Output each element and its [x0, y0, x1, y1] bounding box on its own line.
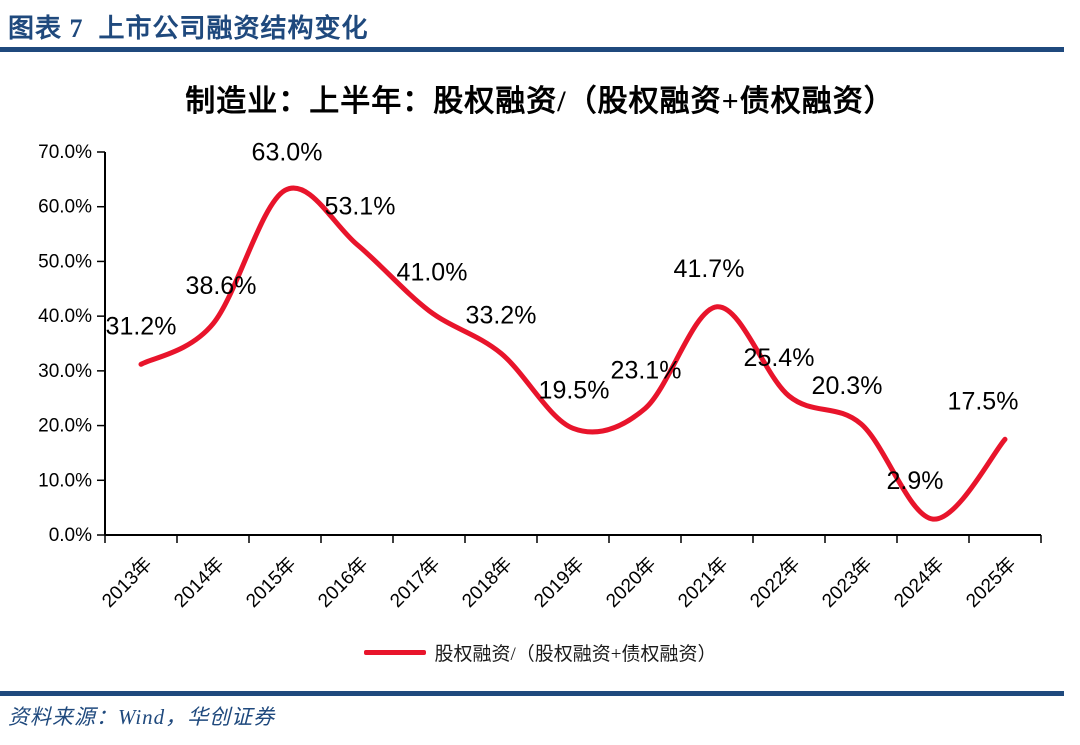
- footer-divider: [0, 691, 1064, 696]
- header-divider: [0, 47, 1064, 52]
- data-label: 20.3%: [812, 372, 883, 400]
- y-axis-tick-label: 40.0%: [38, 306, 92, 327]
- data-label: 23.1%: [611, 357, 682, 385]
- x-axis-tick-label: 2018年: [458, 553, 517, 612]
- y-axis-tick-label: 30.0%: [38, 361, 92, 382]
- x-axis-tick-label: 2016年: [314, 553, 373, 612]
- x-axis-tick-label: 2017年: [386, 553, 445, 612]
- legend: 股权融资/（股权融资+债权融资）: [0, 636, 1080, 668]
- x-axis-tick-label: 2021年: [674, 553, 733, 612]
- x-axis-tick-label: 2025年: [962, 553, 1021, 612]
- data-label: 53.1%: [325, 192, 396, 220]
- x-axis-tick-label: 2022年: [746, 553, 805, 612]
- y-axis-tick-label: 20.0%: [38, 416, 92, 437]
- legend-label: 股权融资/（股权融资+债权融资）: [434, 643, 717, 665]
- data-label: 41.0%: [397, 259, 468, 287]
- y-axis-tick-label: 10.0%: [38, 470, 92, 491]
- source-note: 资料来源：Wind，华创证券: [8, 705, 276, 729]
- x-axis-tick-label: 2013年: [98, 553, 157, 612]
- y-axis-tick-label: 0.0%: [49, 525, 92, 546]
- data-label: 33.2%: [466, 301, 537, 329]
- data-label: 31.2%: [106, 312, 177, 340]
- data-label: 2.9%: [887, 467, 944, 495]
- x-axis-tick-label: 2024年: [890, 553, 949, 612]
- x-axis-tick-label: 2023年: [818, 553, 877, 612]
- x-axis-tick-label: 2020年: [602, 553, 661, 612]
- data-label: 41.7%: [674, 255, 745, 283]
- data-label: 19.5%: [539, 376, 610, 404]
- data-label: 17.5%: [948, 387, 1019, 415]
- series-line: [138, 185, 1008, 522]
- data-label: 25.4%: [744, 344, 815, 372]
- x-axis-tick-label: 2014年: [170, 553, 229, 612]
- y-axis-tick-label: 60.0%: [38, 197, 92, 218]
- y-axis-tick-label: 70.0%: [38, 142, 92, 163]
- x-axis-tick-label: 2019年: [530, 553, 589, 612]
- figure-caption: 图表 7 上市公司融资结构变化: [8, 14, 369, 43]
- chart-title: 制造业：上半年：股权融资/（股权融资+债权融资）: [185, 85, 895, 118]
- data-label: 38.6%: [186, 272, 257, 300]
- x-axis-tick-label: 2015年: [242, 553, 301, 612]
- data-label: 63.0%: [252, 138, 323, 166]
- y-axis-tick-label: 50.0%: [38, 251, 92, 272]
- legend-line-swatch: [363, 649, 426, 655]
